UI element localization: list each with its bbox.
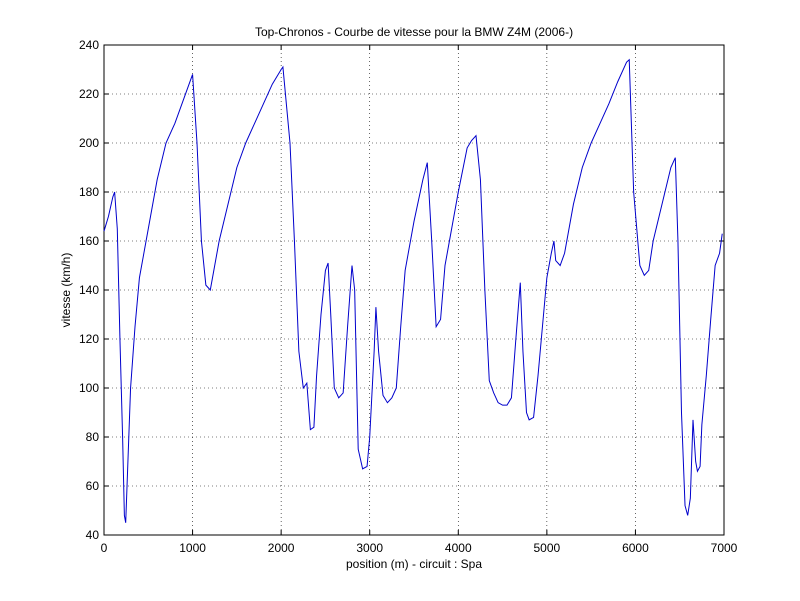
y-tick-label: 140 xyxy=(79,283,99,297)
y-tick-label: 60 xyxy=(86,479,100,493)
x-tick-label: 5000 xyxy=(534,541,561,555)
y-tick-label: 180 xyxy=(79,185,99,199)
line-series xyxy=(103,58,723,523)
chart-title: Top-Chronos - Courbe de vitesse pour la … xyxy=(255,25,573,39)
plot-frame xyxy=(103,44,725,536)
y-axis-label: vitesse (km/h) xyxy=(59,253,73,328)
y-tick-label: 240 xyxy=(79,38,99,52)
x-axis-label: position (m) - circuit : Spa xyxy=(346,557,482,571)
y-tick-label: 120 xyxy=(79,332,99,346)
y-tick-label: 80 xyxy=(86,430,100,444)
x-tick-label: 1000 xyxy=(179,541,206,555)
y-tick-label: 40 xyxy=(86,528,100,542)
x-tick-label: 4000 xyxy=(445,541,472,555)
x-tick-label: 3000 xyxy=(356,541,383,555)
x-tick-label: 0 xyxy=(101,541,108,555)
y-tick-label: 220 xyxy=(79,87,99,101)
y-tick-label: 160 xyxy=(79,234,99,248)
y-tick-label: 200 xyxy=(79,136,99,150)
y-tick-label: 100 xyxy=(79,381,99,395)
x-tick-label: 6000 xyxy=(622,541,649,555)
x-tick-label: 2000 xyxy=(268,541,295,555)
x-tick-label: 7000 xyxy=(711,541,738,555)
